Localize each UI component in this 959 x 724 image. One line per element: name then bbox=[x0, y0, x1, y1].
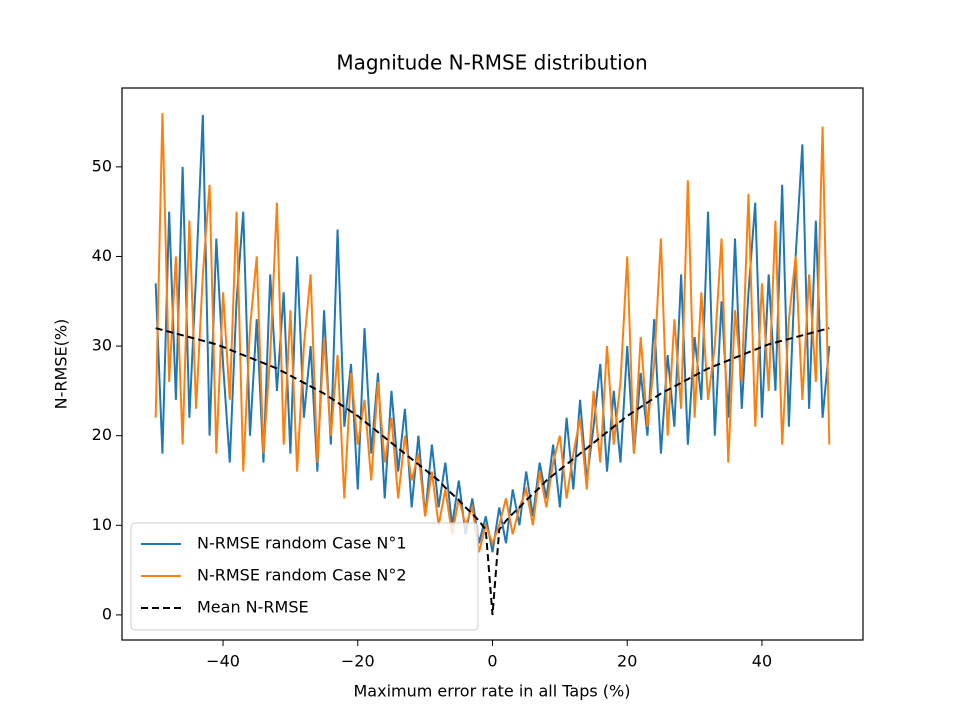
x-tick-label: 20 bbox=[617, 652, 637, 671]
y-tick-label: 40 bbox=[92, 246, 112, 265]
line-series bbox=[154, 113, 831, 553]
y-tick-label: 0 bbox=[102, 604, 112, 623]
x-tick-label: 40 bbox=[752, 652, 772, 671]
y-tick-label: 10 bbox=[92, 515, 112, 534]
line-series bbox=[155, 327, 830, 615]
x-tick-label: −20 bbox=[341, 652, 375, 671]
line-series bbox=[154, 114, 831, 553]
chart-title: Magnitude N-RMSE distribution bbox=[336, 51, 647, 75]
legend-label: N-RMSE random Case N°2 bbox=[197, 566, 407, 585]
y-tick-label: 50 bbox=[92, 156, 112, 175]
x-tick-label: 0 bbox=[487, 652, 497, 671]
y-tick-label: 20 bbox=[92, 425, 112, 444]
plot-frame bbox=[121, 87, 864, 641]
y-axis-label: N-RMSE(%) bbox=[52, 319, 71, 410]
legend-label: Mean N-RMSE bbox=[197, 598, 309, 617]
x-tick-label: −40 bbox=[206, 652, 240, 671]
legend-box bbox=[130, 522, 479, 631]
legend-label: N-RMSE random Case N°1 bbox=[197, 534, 407, 553]
y-tick-label: 30 bbox=[92, 336, 112, 355]
x-axis-label: Maximum error rate in all Taps (%) bbox=[354, 682, 631, 701]
